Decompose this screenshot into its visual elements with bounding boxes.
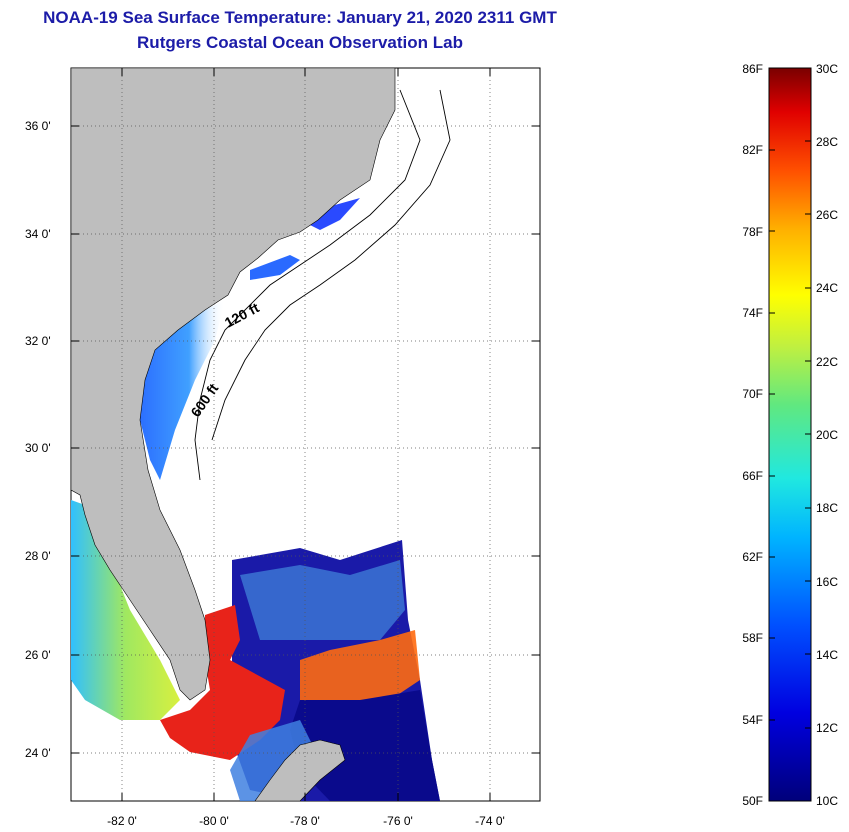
colorbar-c-10: 10C (816, 794, 838, 808)
colorbar-f-54: 54F (742, 713, 763, 727)
colorbar-f-58: 58F (742, 631, 763, 645)
sst-carolina-shelf (250, 255, 300, 280)
lat-label-30: 30 0' (25, 441, 51, 455)
colorbar-c-20: 20C (816, 428, 838, 442)
contour-120ft (194, 89, 421, 481)
map-title: NOAA-19 Sea Surface Temperature: January… (43, 8, 557, 27)
colorbar-f-50: 50F (742, 794, 763, 808)
sst-capehatteras-shelf (310, 198, 360, 230)
colorbar-f-62: 62F (742, 550, 763, 564)
colorbar-c-14: 14C (816, 648, 838, 662)
lon-label-80: -80 0' (199, 814, 229, 828)
colorbar (768, 67, 812, 802)
colorbar-f-74: 74F (742, 306, 763, 320)
sst-florida-shelf (71, 500, 180, 720)
sst-swath-mixed (240, 560, 405, 640)
colorbar-c-12: 12C (816, 721, 838, 735)
lat-label-32: 32 0' (25, 334, 51, 348)
lat-label-28: 28 0' (25, 549, 51, 563)
colorbar-c-22: 22C (816, 355, 838, 369)
colorbar-f-86: 86F (742, 62, 763, 76)
land-mass (71, 68, 396, 701)
lon-label-76: -76 0' (383, 814, 413, 828)
colorbar-f-78: 78F (742, 225, 763, 239)
lon-label-78: -78 0' (290, 814, 320, 828)
colorbar-f-66: 66F (742, 469, 763, 483)
land-cuba (254, 739, 346, 801)
map-subtitle: Rutgers Coastal Ocean Observation Lab (137, 33, 463, 52)
colorbar-f-70: 70F (742, 387, 763, 401)
lon-label-82: -82 0' (107, 814, 137, 828)
lat-label-36: 36 0' (25, 119, 51, 133)
lon-label-74: -74 0' (475, 814, 505, 828)
colorbar-c-30: 30C (816, 62, 838, 76)
colorbar-ticks (769, 140, 811, 729)
colorbar-c-26: 26C (816, 208, 838, 222)
colorbar-c-28: 28C (816, 135, 838, 149)
sst-gulfstream-warm (160, 605, 285, 760)
colorbar-c-18: 18C (816, 501, 838, 515)
sst-bahamas-warm (300, 630, 420, 700)
map-ticks (71, 68, 540, 801)
lat-label-24: 24 0' (25, 746, 51, 760)
contour-600ft (211, 89, 451, 441)
lat-label-26: 26 0' (25, 648, 51, 662)
colorbar-c-24: 24C (816, 281, 838, 295)
colorbar-f-82: 82F (742, 143, 763, 157)
colorbar-c-16: 16C (816, 575, 838, 589)
lat-label-34: 34 0' (25, 227, 51, 241)
